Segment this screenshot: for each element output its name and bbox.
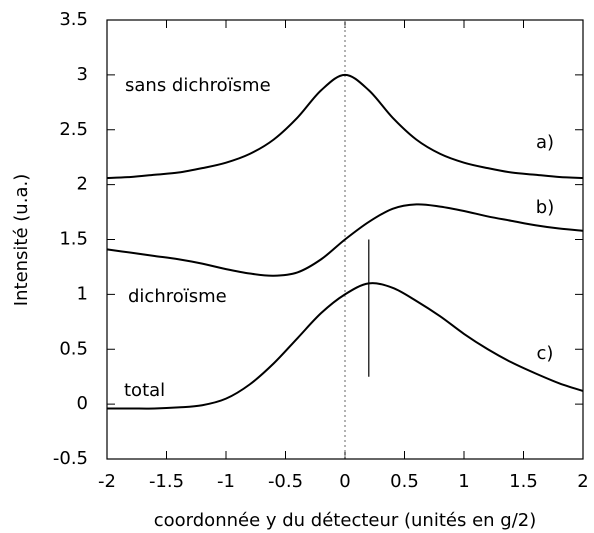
y-tick-label: 3	[77, 64, 88, 85]
y-axis-label: Intensité (u.a.)	[11, 174, 32, 306]
annotation: dichroïsme	[128, 286, 227, 307]
y-tick-label: 1.5	[59, 229, 88, 250]
line-series	[106, 203, 584, 277]
series-label: c)	[537, 343, 554, 364]
line-series	[106, 73, 584, 180]
y-tick-label: 3.5	[59, 9, 88, 30]
x-tick-label: 0	[339, 471, 350, 492]
x-tick-label: -1.5	[149, 471, 184, 492]
line-series	[107, 282, 584, 410]
x-tick-label: 0.5	[390, 471, 419, 492]
x-tick-label: 2	[577, 471, 588, 492]
annotation: sans dichroïsme	[125, 75, 271, 96]
annotation: total	[124, 380, 165, 401]
x-tick-label: -0.5	[268, 471, 303, 492]
x-tick-label: -1	[217, 471, 235, 492]
y-tick-label: 2	[77, 174, 88, 195]
y-tick-label: 0.5	[59, 338, 88, 359]
y-tick-label: 0	[77, 393, 88, 414]
x-tick-label: 1	[458, 471, 469, 492]
y-tick-label: 2.5	[59, 119, 88, 140]
x-axis-label: coordonnée y du détecteur (unités en g/2…	[154, 510, 537, 531]
x-tick-label: 1.5	[509, 471, 538, 492]
series-label: b)	[536, 197, 554, 218]
y-tick-label: -0.5	[53, 448, 88, 469]
y-tick-label: 1	[77, 283, 88, 304]
x-tick-label: -2	[98, 471, 116, 492]
series-label: a)	[536, 132, 554, 153]
